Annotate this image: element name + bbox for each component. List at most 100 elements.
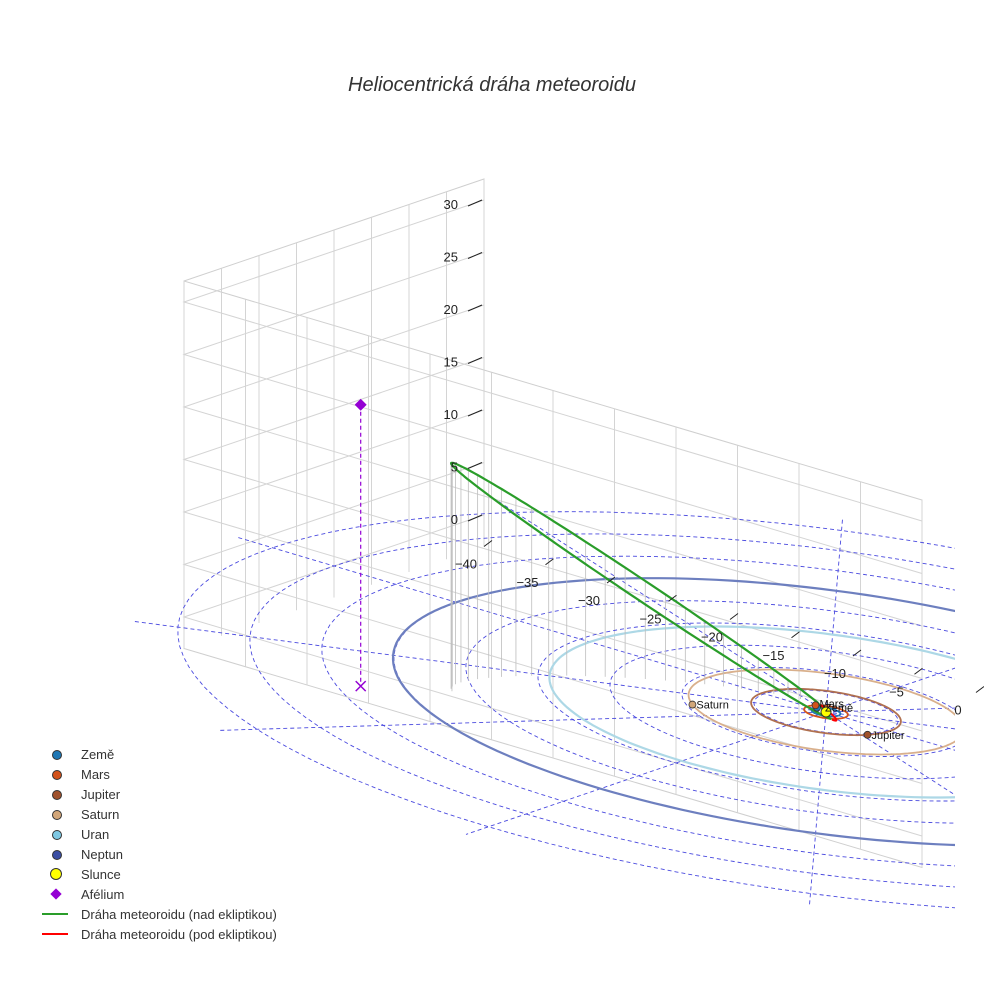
line-swatch	[42, 933, 68, 935]
orbit-Saturn	[687, 668, 955, 756]
ecliptic-spoke	[494, 498, 827, 713]
ecliptic-spoke	[134, 621, 827, 713]
legend-item: Země	[40, 744, 277, 764]
planet-marker-Saturn	[688, 700, 697, 709]
legend-marker-icon	[40, 784, 74, 804]
legend-label: Mars	[81, 766, 110, 782]
x-tick	[606, 576, 616, 584]
ecliptic-spoke	[465, 711, 827, 835]
legend-label: Saturn	[81, 806, 120, 822]
x-tick-label: −25	[639, 611, 661, 626]
legend-item: Mars	[40, 764, 277, 784]
x-tick	[791, 631, 800, 639]
planet-orbits	[391, 577, 955, 847]
diamond-swatch	[50, 888, 62, 900]
dot-swatch	[52, 790, 62, 800]
dot-swatch	[52, 830, 62, 840]
line-swatch	[42, 913, 68, 915]
z-tick-label: 30	[444, 197, 458, 212]
legend-item: Neptun	[40, 844, 277, 864]
legend-item: Dráha meteoroidu (nad ekliptikou)	[40, 904, 277, 924]
dot-swatch	[52, 770, 62, 780]
dot-swatch	[52, 810, 62, 820]
z-tick	[467, 462, 483, 469]
z-tick	[467, 357, 483, 364]
z-tick-label: 0	[451, 512, 458, 527]
x-tick	[483, 540, 493, 547]
z-tick-label: 10	[444, 407, 458, 422]
ecliptic-spoke	[825, 711, 955, 796]
x-tick-label: −40	[455, 557, 477, 572]
ecliptic-spoke	[825, 518, 844, 713]
z-tick	[467, 199, 483, 207]
legend-marker-icon	[40, 904, 74, 924]
legend-marker-icon	[40, 884, 74, 904]
legend-label: Uran	[81, 826, 110, 842]
orbit-Jupiter	[750, 687, 902, 737]
z-tick-label: 15	[444, 355, 458, 370]
x-tick-label: −15	[762, 648, 784, 663]
legend-item: Dráha meteoroidu (pod ekliptikou)	[40, 924, 277, 944]
big-dot-swatch	[50, 868, 62, 880]
ecliptic-spoke	[825, 667, 955, 713]
z-tick-label: 5	[451, 460, 458, 475]
legend-marker-icon	[40, 864, 74, 884]
ecliptic-spoke	[825, 707, 955, 713]
z-tick	[467, 252, 483, 259]
legend-label: Afélium	[81, 886, 125, 902]
legend-marker-icon	[40, 804, 74, 824]
z-tick-label: 25	[444, 250, 458, 265]
planet-marker-Jupiter	[863, 730, 872, 739]
legend-marker-icon	[40, 824, 74, 844]
markers: ZeměMarsJupiterSaturnNeptun	[354, 398, 905, 742]
z-tick-label: 20	[444, 302, 458, 317]
legend-marker-icon	[40, 764, 74, 784]
x-tick	[914, 667, 923, 675]
legend-label: Neptun	[81, 846, 123, 862]
planet-label-Jupiter: Jupiter	[871, 730, 904, 742]
planet-label-Země: Země	[825, 703, 853, 715]
orbit-drop-lines	[450, 462, 801, 700]
z-tick	[467, 514, 483, 522]
legend-item: Saturn	[40, 804, 277, 824]
x-tick-label: −20	[701, 630, 723, 645]
legend-label: Jupiter	[81, 786, 121, 802]
legend-marker-icon	[40, 844, 74, 864]
legend-label: Dráha meteoroidu (nad ekliptikou)	[81, 906, 277, 922]
planet-label-Mars: Mars	[820, 698, 845, 710]
aphelion-marker	[354, 398, 367, 411]
dot-swatch	[52, 750, 62, 760]
ecliptic-spoke	[235, 536, 827, 713]
x-tick	[852, 649, 862, 657]
ecliptic-spoke	[808, 711, 827, 906]
z-tick	[467, 409, 483, 417]
legend-marker-icon	[40, 924, 74, 944]
orbit-Uran	[548, 625, 955, 799]
legend-item: Afélium	[40, 884, 277, 904]
dot-swatch	[52, 850, 62, 860]
legend-item: Uran	[40, 824, 277, 844]
legend-marker-icon	[40, 744, 74, 764]
chart-title: Heliocentrická dráha meteoroidu	[348, 74, 636, 96]
planet-marker-Mars	[811, 701, 820, 710]
x-tick	[729, 613, 739, 620]
x-tick	[975, 686, 984, 693]
x-tick-label: −30	[578, 593, 600, 608]
legend: Země Mars Jupiter Saturn Uran Neptun Slunce Afé…	[40, 744, 277, 944]
ecliptic-spoke	[219, 711, 827, 731]
x-tick-label: −10	[824, 666, 846, 681]
ecliptic-ring	[609, 644, 955, 780]
legend-label: Slunce	[81, 866, 121, 882]
legend-item: Slunce	[40, 864, 277, 884]
x-tick	[668, 594, 677, 602]
pane-gridlines	[182, 179, 923, 868]
axis-ticks: 051015202530−40−35−30−25−20−15−10−505101…	[444, 197, 984, 718]
sun-marker	[820, 706, 832, 718]
planet-label-Saturn: Saturn	[696, 700, 728, 712]
orbit-Neptun	[391, 577, 955, 847]
x-tick-label: −5	[889, 684, 904, 699]
x-tick-label: 0	[954, 703, 961, 718]
aphelion-projection-marker	[355, 680, 367, 692]
x-tick	[545, 558, 554, 566]
